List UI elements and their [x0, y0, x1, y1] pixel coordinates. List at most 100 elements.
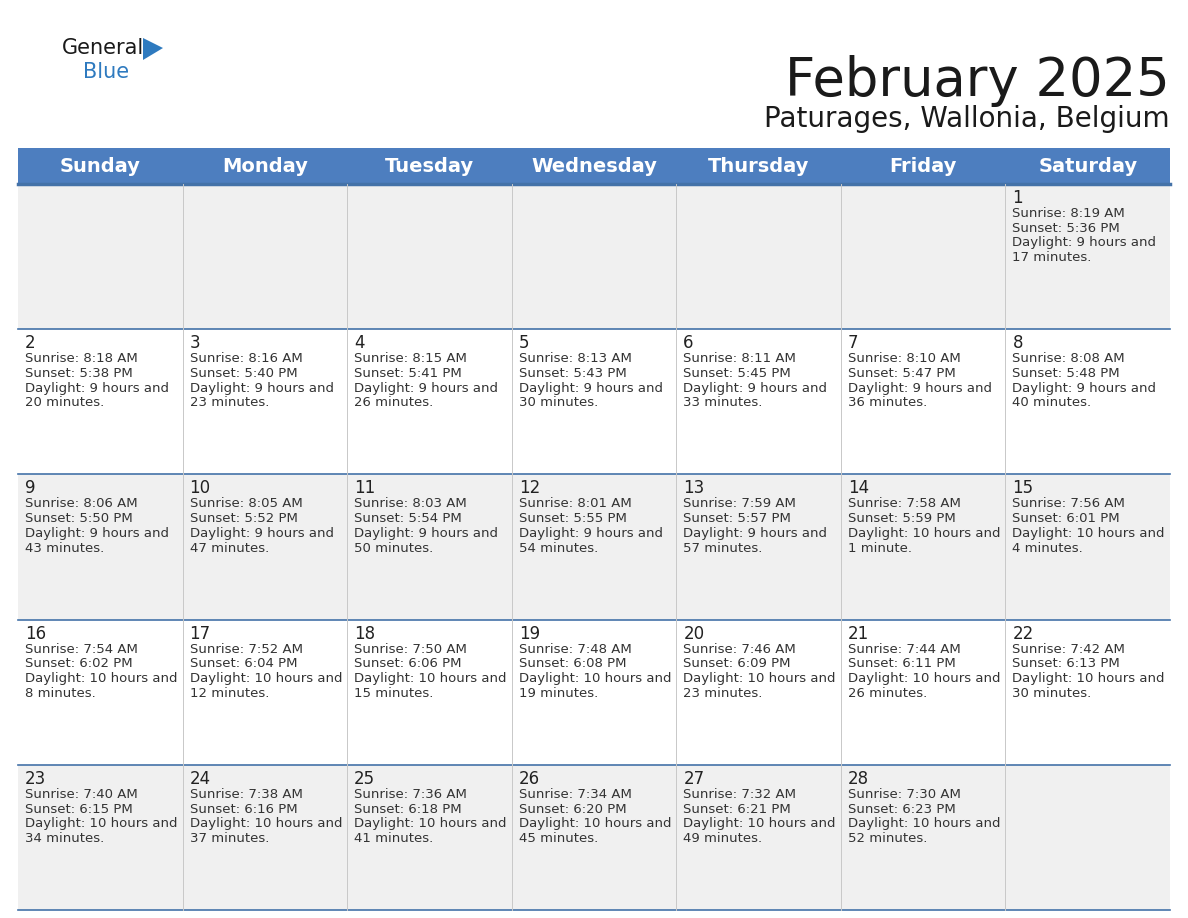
- Bar: [512, 765, 676, 910]
- Text: Sunset: 6:13 PM: Sunset: 6:13 PM: [1012, 657, 1120, 670]
- Text: Daylight: 10 hours and: Daylight: 10 hours and: [683, 672, 836, 685]
- Text: Daylight: 9 hours and: Daylight: 9 hours and: [190, 527, 334, 540]
- Text: 54 minutes.: 54 minutes.: [519, 542, 598, 554]
- Text: 49 minutes.: 49 minutes.: [683, 832, 763, 845]
- Text: Daylight: 10 hours and: Daylight: 10 hours and: [683, 817, 836, 830]
- Text: 8: 8: [1012, 334, 1023, 353]
- Bar: [1005, 330, 1170, 475]
- Text: 25: 25: [354, 770, 375, 788]
- Text: Sunset: 5:52 PM: Sunset: 5:52 PM: [190, 512, 297, 525]
- Bar: [841, 330, 1005, 475]
- Text: Sunset: 6:01 PM: Sunset: 6:01 PM: [1012, 512, 1120, 525]
- Text: Sunrise: 8:16 AM: Sunrise: 8:16 AM: [190, 353, 302, 365]
- Text: Daylight: 10 hours and: Daylight: 10 hours and: [1012, 672, 1165, 685]
- Text: Daylight: 9 hours and: Daylight: 9 hours and: [354, 382, 498, 395]
- Bar: [183, 184, 347, 330]
- Text: 26: 26: [519, 770, 539, 788]
- Text: Daylight: 10 hours and: Daylight: 10 hours and: [190, 672, 342, 685]
- Text: 12: 12: [519, 479, 541, 498]
- Bar: [676, 330, 841, 475]
- Text: 28: 28: [848, 770, 868, 788]
- Text: 24: 24: [190, 770, 210, 788]
- Text: 15: 15: [1012, 479, 1034, 498]
- Text: Sunset: 6:18 PM: Sunset: 6:18 PM: [354, 802, 462, 815]
- Text: Daylight: 9 hours and: Daylight: 9 hours and: [354, 527, 498, 540]
- Text: 19 minutes.: 19 minutes.: [519, 687, 598, 700]
- Text: Sunset: 5:59 PM: Sunset: 5:59 PM: [848, 512, 955, 525]
- Text: 23: 23: [25, 770, 46, 788]
- Text: 37 minutes.: 37 minutes.: [190, 832, 268, 845]
- Text: Sunset: 6:09 PM: Sunset: 6:09 PM: [683, 657, 791, 670]
- Text: 17: 17: [190, 624, 210, 643]
- Bar: [347, 620, 512, 765]
- Text: Friday: Friday: [890, 156, 956, 175]
- Text: Sunrise: 7:40 AM: Sunrise: 7:40 AM: [25, 788, 138, 800]
- Text: Blue: Blue: [83, 62, 129, 82]
- Text: Daylight: 10 hours and: Daylight: 10 hours and: [848, 672, 1000, 685]
- Text: 30 minutes.: 30 minutes.: [1012, 687, 1092, 700]
- Text: 14: 14: [848, 479, 868, 498]
- Bar: [676, 184, 841, 330]
- Text: 26 minutes.: 26 minutes.: [354, 397, 434, 409]
- Text: Sunday: Sunday: [59, 156, 140, 175]
- Bar: [18, 765, 183, 910]
- Text: 20: 20: [683, 624, 704, 643]
- Text: 8 minutes.: 8 minutes.: [25, 687, 96, 700]
- Bar: [512, 620, 676, 765]
- Bar: [347, 765, 512, 910]
- Text: Daylight: 9 hours and: Daylight: 9 hours and: [683, 527, 827, 540]
- Text: Monday: Monday: [222, 156, 308, 175]
- Text: Sunrise: 8:15 AM: Sunrise: 8:15 AM: [354, 353, 467, 365]
- Text: Daylight: 9 hours and: Daylight: 9 hours and: [683, 382, 827, 395]
- Text: Sunrise: 8:13 AM: Sunrise: 8:13 AM: [519, 353, 632, 365]
- Bar: [512, 475, 676, 620]
- Text: Sunrise: 7:42 AM: Sunrise: 7:42 AM: [1012, 643, 1125, 655]
- Text: 13: 13: [683, 479, 704, 498]
- Text: Sunrise: 7:46 AM: Sunrise: 7:46 AM: [683, 643, 796, 655]
- Text: Sunset: 5:43 PM: Sunset: 5:43 PM: [519, 367, 626, 380]
- Text: Sunset: 5:50 PM: Sunset: 5:50 PM: [25, 512, 133, 525]
- Text: Sunrise: 7:38 AM: Sunrise: 7:38 AM: [190, 788, 303, 800]
- Text: 6: 6: [683, 334, 694, 353]
- Bar: [183, 765, 347, 910]
- Bar: [512, 184, 676, 330]
- Text: General: General: [62, 38, 144, 58]
- Text: Sunrise: 8:19 AM: Sunrise: 8:19 AM: [1012, 207, 1125, 220]
- Text: Sunset: 6:21 PM: Sunset: 6:21 PM: [683, 802, 791, 815]
- Bar: [183, 620, 347, 765]
- Text: 3: 3: [190, 334, 201, 353]
- Text: 43 minutes.: 43 minutes.: [25, 542, 105, 554]
- Text: Sunrise: 7:32 AM: Sunrise: 7:32 AM: [683, 788, 796, 800]
- Text: Daylight: 9 hours and: Daylight: 9 hours and: [190, 382, 334, 395]
- Bar: [18, 148, 1170, 184]
- Text: Sunrise: 7:54 AM: Sunrise: 7:54 AM: [25, 643, 138, 655]
- Text: February 2025: February 2025: [785, 55, 1170, 107]
- Bar: [18, 330, 183, 475]
- Text: Sunrise: 7:44 AM: Sunrise: 7:44 AM: [848, 643, 961, 655]
- Text: Sunset: 6:08 PM: Sunset: 6:08 PM: [519, 657, 626, 670]
- Text: 21: 21: [848, 624, 870, 643]
- Text: 30 minutes.: 30 minutes.: [519, 397, 598, 409]
- Text: Sunset: 6:23 PM: Sunset: 6:23 PM: [848, 802, 955, 815]
- Polygon shape: [143, 38, 163, 60]
- Text: 7: 7: [848, 334, 859, 353]
- Text: 19: 19: [519, 624, 539, 643]
- Text: 15 minutes.: 15 minutes.: [354, 687, 434, 700]
- Bar: [347, 330, 512, 475]
- Bar: [1005, 475, 1170, 620]
- Text: Daylight: 10 hours and: Daylight: 10 hours and: [354, 672, 506, 685]
- Text: 1: 1: [1012, 189, 1023, 207]
- Bar: [676, 620, 841, 765]
- Text: Daylight: 9 hours and: Daylight: 9 hours and: [519, 527, 663, 540]
- Text: Sunrise: 7:56 AM: Sunrise: 7:56 AM: [1012, 498, 1125, 510]
- Text: 2: 2: [25, 334, 36, 353]
- Text: Daylight: 9 hours and: Daylight: 9 hours and: [25, 527, 169, 540]
- Text: Daylight: 10 hours and: Daylight: 10 hours and: [519, 817, 671, 830]
- Text: Sunrise: 8:03 AM: Sunrise: 8:03 AM: [354, 498, 467, 510]
- Text: 34 minutes.: 34 minutes.: [25, 832, 105, 845]
- Text: Sunset: 6:04 PM: Sunset: 6:04 PM: [190, 657, 297, 670]
- Bar: [347, 475, 512, 620]
- Text: Daylight: 10 hours and: Daylight: 10 hours and: [190, 817, 342, 830]
- Bar: [183, 475, 347, 620]
- Text: 57 minutes.: 57 minutes.: [683, 542, 763, 554]
